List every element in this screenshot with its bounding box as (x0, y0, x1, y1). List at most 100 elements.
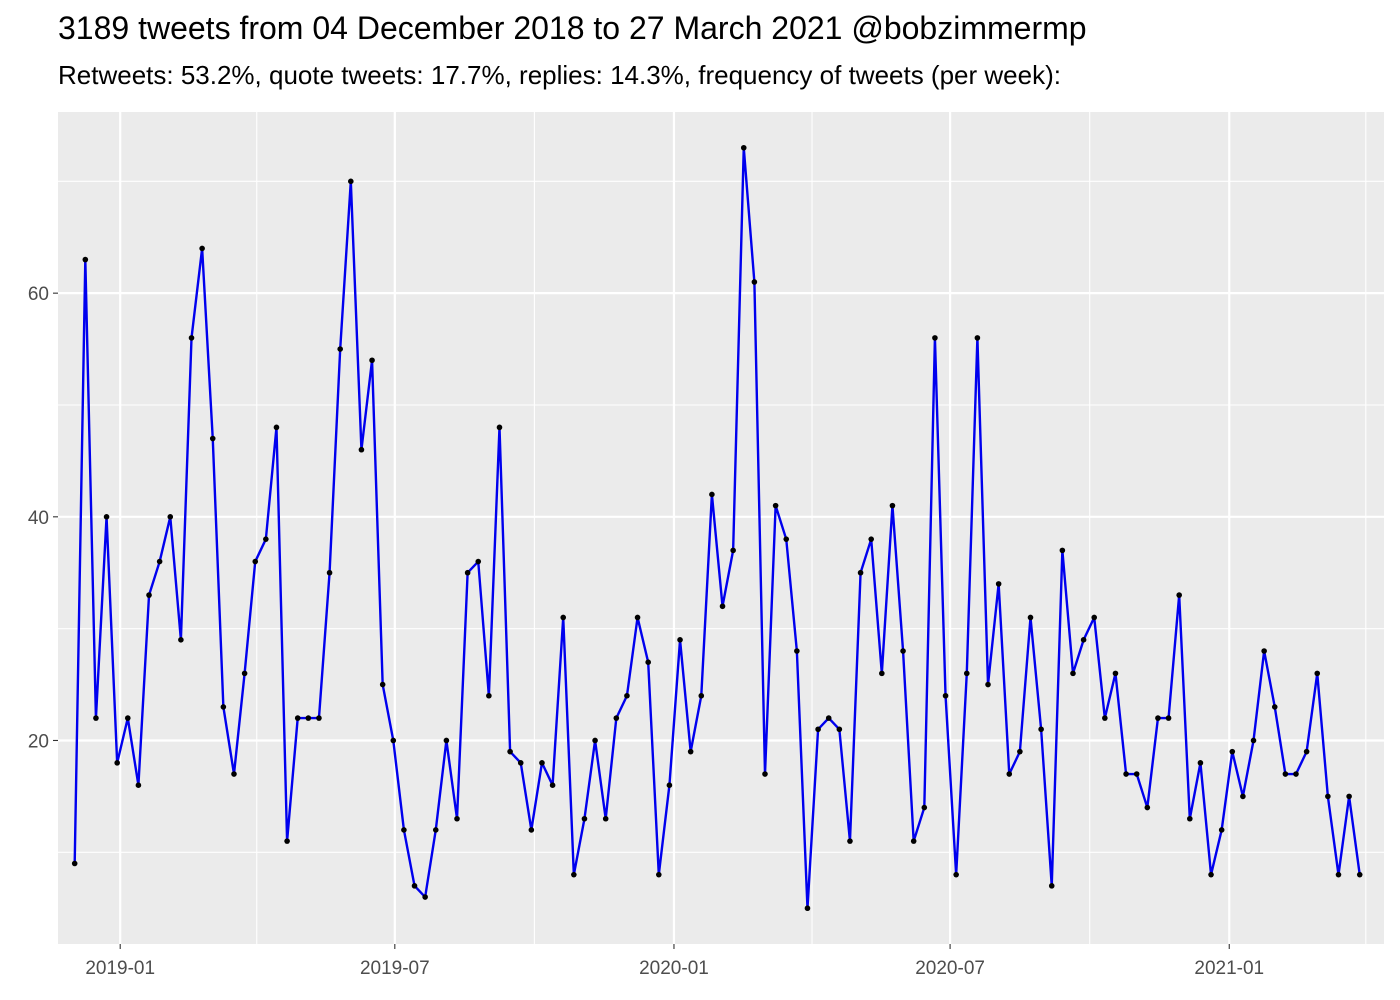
data-point (358, 446, 365, 453)
data-point (1250, 737, 1257, 744)
data-point (1027, 614, 1034, 621)
x-tick-label: 2020-01 (639, 958, 709, 979)
data-point (1303, 748, 1310, 755)
data-point (624, 692, 630, 699)
data-point (1048, 883, 1055, 889)
data-point (995, 581, 1002, 587)
tweet-frequency-series (73, 146, 1361, 910)
data-point (220, 704, 227, 710)
data-point (241, 670, 248, 677)
data-point (167, 514, 174, 520)
axes: 20 40 60 2019-01 2019-07 2020-01 2020-07 2021-0… (28, 284, 1264, 979)
data-point (762, 771, 768, 777)
chart-subtitle: Retweets: 53.2%, quote tweets: 17.7%, re… (58, 60, 1061, 90)
data-point (422, 894, 428, 900)
data-point (348, 178, 354, 185)
data-point (231, 771, 237, 777)
data-point (411, 883, 418, 889)
data-point (889, 502, 896, 509)
series-line (73, 146, 1361, 910)
data-point (772, 502, 779, 509)
data-point (1144, 804, 1151, 811)
data-point (337, 346, 343, 352)
x-tick-label: 2019-01 (85, 958, 155, 979)
data-point (1070, 670, 1076, 677)
data-point (1314, 670, 1321, 677)
data-point (1038, 726, 1044, 733)
data-point (815, 726, 821, 733)
data-point (401, 827, 407, 833)
x-tick-label: 2019-07 (360, 958, 430, 979)
data-point (1102, 715, 1108, 721)
data-point (1335, 871, 1342, 878)
data-point (613, 715, 620, 721)
data-point (932, 335, 938, 341)
data-point (1282, 771, 1289, 777)
data-point (1080, 637, 1087, 643)
data-point (687, 748, 694, 755)
data-point (496, 424, 503, 431)
data-point (199, 245, 205, 252)
data-point (263, 536, 269, 542)
data-point (730, 547, 736, 554)
data-point (571, 871, 577, 878)
data-point (1059, 547, 1066, 554)
data-point (390, 737, 397, 744)
data-point (592, 737, 598, 744)
data-point (868, 536, 874, 542)
data-point (252, 558, 259, 565)
data-point (783, 536, 790, 542)
data-points (71, 144, 1363, 912)
data-point (1176, 592, 1182, 598)
data-point (942, 692, 949, 699)
data-point (1006, 771, 1013, 777)
data-point (209, 435, 216, 442)
data-point (1293, 771, 1299, 777)
data-point (135, 782, 142, 788)
data-point (273, 424, 280, 431)
data-point (1325, 793, 1331, 800)
data-point (963, 670, 970, 677)
data-point (379, 681, 386, 688)
data-point (1346, 793, 1352, 800)
data-point (645, 659, 651, 665)
data-point (82, 256, 89, 263)
data-point (188, 335, 195, 341)
data-point (804, 905, 811, 912)
data-point (103, 514, 110, 520)
data-point (634, 614, 641, 621)
data-point (921, 804, 928, 811)
data-point (432, 827, 439, 833)
data-point (825, 715, 832, 721)
data-point (316, 715, 322, 721)
data-point (528, 827, 535, 833)
data-point (517, 760, 524, 766)
data-point (1240, 793, 1246, 800)
chart-title: 3189 tweets from 04 December 2018 to 27 … (58, 10, 1087, 46)
data-point (475, 558, 482, 565)
data-point (656, 871, 662, 878)
data-point (677, 637, 683, 643)
data-point (156, 558, 163, 565)
data-point (1091, 614, 1098, 621)
data-point (602, 815, 609, 822)
data-point (560, 614, 567, 621)
data-point (847, 838, 853, 844)
data-point (294, 715, 301, 721)
data-point (751, 279, 758, 285)
y-tick-label: 40 (28, 508, 49, 529)
data-point (836, 726, 843, 733)
data-point (794, 648, 800, 654)
data-point (1356, 871, 1363, 878)
data-point (464, 569, 471, 576)
data-point (1155, 715, 1161, 721)
data-point (443, 737, 450, 744)
data-point (1271, 704, 1278, 710)
data-point (698, 692, 705, 699)
data-point (369, 357, 375, 364)
data-point (454, 815, 460, 822)
data-point (146, 592, 152, 598)
data-point (549, 782, 556, 788)
data-point (1208, 871, 1214, 878)
